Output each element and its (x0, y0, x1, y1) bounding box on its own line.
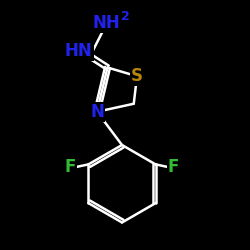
Text: S: S (131, 67, 143, 85)
Text: HN: HN (65, 42, 92, 60)
Text: N: N (90, 103, 104, 121)
Text: 2: 2 (120, 10, 130, 23)
Text: F: F (65, 158, 76, 176)
Text: F: F (168, 158, 179, 176)
Text: NH: NH (92, 14, 120, 32)
